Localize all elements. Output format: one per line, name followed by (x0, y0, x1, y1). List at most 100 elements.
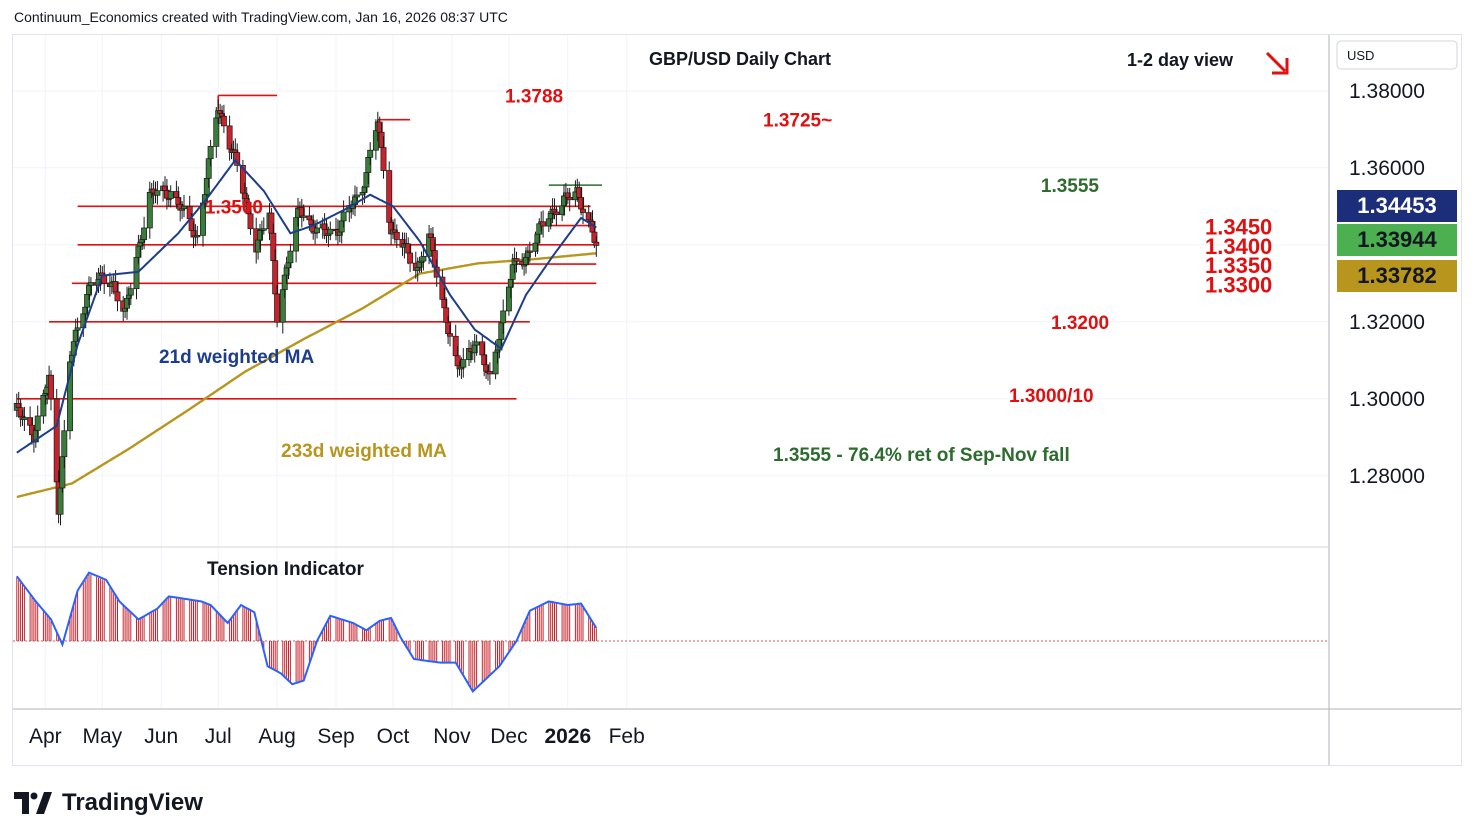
candle-body (380, 147, 387, 171)
candle-body (340, 211, 347, 222)
x-tick-label: Oct (377, 725, 410, 748)
chart-frame[interactable]: 1.3788 1.3725~ 1.3555 1.3500 1.3450 1.3400 1.3… (12, 34, 1462, 766)
candle-body (500, 310, 507, 324)
candle-body (314, 227, 320, 234)
y-tick-label: 1.36000 (1349, 157, 1425, 180)
candle-body (593, 241, 600, 246)
price-badge-bg (1337, 190, 1457, 222)
candle-body (274, 293, 281, 323)
candle-body (194, 235, 201, 238)
candle-body (327, 228, 334, 235)
candle-body (367, 149, 374, 158)
candle-body (48, 374, 54, 400)
x-tick-label: Sep (317, 725, 354, 748)
candle-body (87, 282, 94, 286)
y-tick-label: 1.38000 (1349, 80, 1425, 103)
down-arrow-icon (1265, 51, 1289, 75)
ma21-line (16, 158, 597, 454)
x-tick-label: Jul (205, 725, 232, 748)
candle-body (114, 291, 121, 302)
candle-body (407, 252, 414, 264)
view-label: 1-2 day view (1127, 50, 1234, 70)
ma233-annotation: 233d weighted MA (281, 441, 447, 462)
ma21-path (16, 158, 597, 454)
level-label: 1.3788 (505, 86, 563, 107)
level-label: 1.3400 (1205, 234, 1272, 259)
candle-body (566, 197, 573, 201)
candles (13, 99, 600, 526)
price-badge-bg (1337, 224, 1457, 256)
indicator-line (16, 571, 598, 693)
candle-body (540, 221, 547, 227)
candle-body (181, 205, 187, 210)
indicator-label: Tension Indicator (207, 559, 365, 580)
brand-name: TradingView (62, 789, 203, 816)
candle-body (526, 250, 533, 253)
x-tick-label: Apr (29, 725, 62, 748)
candle-body (386, 170, 393, 223)
chart-attribution: Continuum_Economics created with Trading… (14, 9, 508, 25)
x-tick-label: Aug (258, 725, 295, 748)
fib-annotation: 1.3555 - 76.4% ret of Sep-Nov fall (773, 445, 1070, 466)
candle-body (141, 227, 148, 240)
candle-body (247, 213, 254, 230)
chart-title: GBP/USD Daily Chart (649, 49, 831, 69)
price-badge-label: 1.34453 (1357, 193, 1437, 218)
candle-body (61, 430, 68, 458)
x-tick-label: Nov (433, 725, 471, 748)
axes: 1.380001.360001.340001.320001.300001.280… (13, 35, 1461, 765)
candle-body (234, 152, 241, 166)
ma233-line (16, 252, 597, 499)
candle-body (260, 228, 267, 231)
level-label: 1.3555 (1041, 176, 1100, 197)
candle-body (473, 341, 480, 346)
currency-button[interactable]: USD (1336, 40, 1458, 70)
level-label: 1.3500 (205, 197, 263, 218)
x-tick-label: May (82, 725, 122, 748)
y-tick-label: 1.30000 (1349, 388, 1425, 411)
candle-body (553, 211, 560, 216)
candlestick-chart[interactable]: 1.37881.3725~1.35551.35001.34501.34001.3… (13, 35, 1461, 765)
x-tick-label: 2026 (544, 725, 591, 748)
tension-indicator (13, 571, 1329, 693)
candle-body (154, 190, 161, 196)
y-tick-label: 1.28000 (1349, 465, 1425, 488)
candle-body (53, 398, 60, 483)
y-tick-label: 1.32000 (1349, 311, 1425, 334)
currency-label: USD (1347, 48, 1374, 63)
ma233-path (16, 252, 597, 499)
level-label: 1.3725~ (763, 111, 832, 132)
ma21-annotation: 21d weighted MA (159, 347, 314, 368)
candle-body (486, 371, 493, 375)
price-badges: 1.34453 1.33944 1.33782 (1337, 190, 1457, 292)
price-badge-label: 1.33944 (1357, 227, 1437, 252)
candle-body (447, 333, 453, 337)
candle-body (74, 327, 81, 331)
candle-body (393, 231, 400, 240)
level-label: 1.3450 (1205, 215, 1272, 240)
candle-body (207, 146, 214, 160)
candle-body (287, 250, 294, 264)
x-tick-label: Feb (609, 725, 645, 748)
level-label: 1.3200 (1051, 313, 1109, 334)
level-label: 1.3000/10 (1009, 386, 1094, 407)
chart-labels: 1.37881.3725~1.35551.35001.34501.34001.3… (205, 86, 1272, 406)
candle-body (220, 115, 227, 127)
candle-body (127, 288, 134, 296)
candle-body (300, 215, 307, 218)
x-tick-label: Dec (490, 725, 527, 748)
candle-body (21, 417, 28, 420)
price-badge-bg (1337, 260, 1457, 292)
tradingview-icon (14, 792, 52, 814)
level-label: 1.3300 (1205, 272, 1272, 297)
x-tick-label: Jun (144, 725, 178, 748)
level-label: 1.3350 (1205, 253, 1272, 278)
candle-body (580, 208, 586, 213)
candle-body (353, 194, 360, 198)
price-badge-label: 1.33782 (1357, 263, 1437, 288)
candle-body (420, 255, 427, 262)
candle-body (167, 191, 174, 199)
candle-body (34, 415, 41, 431)
tradingview-logo[interactable]: TradingView (14, 789, 203, 817)
candle-body (460, 359, 467, 368)
